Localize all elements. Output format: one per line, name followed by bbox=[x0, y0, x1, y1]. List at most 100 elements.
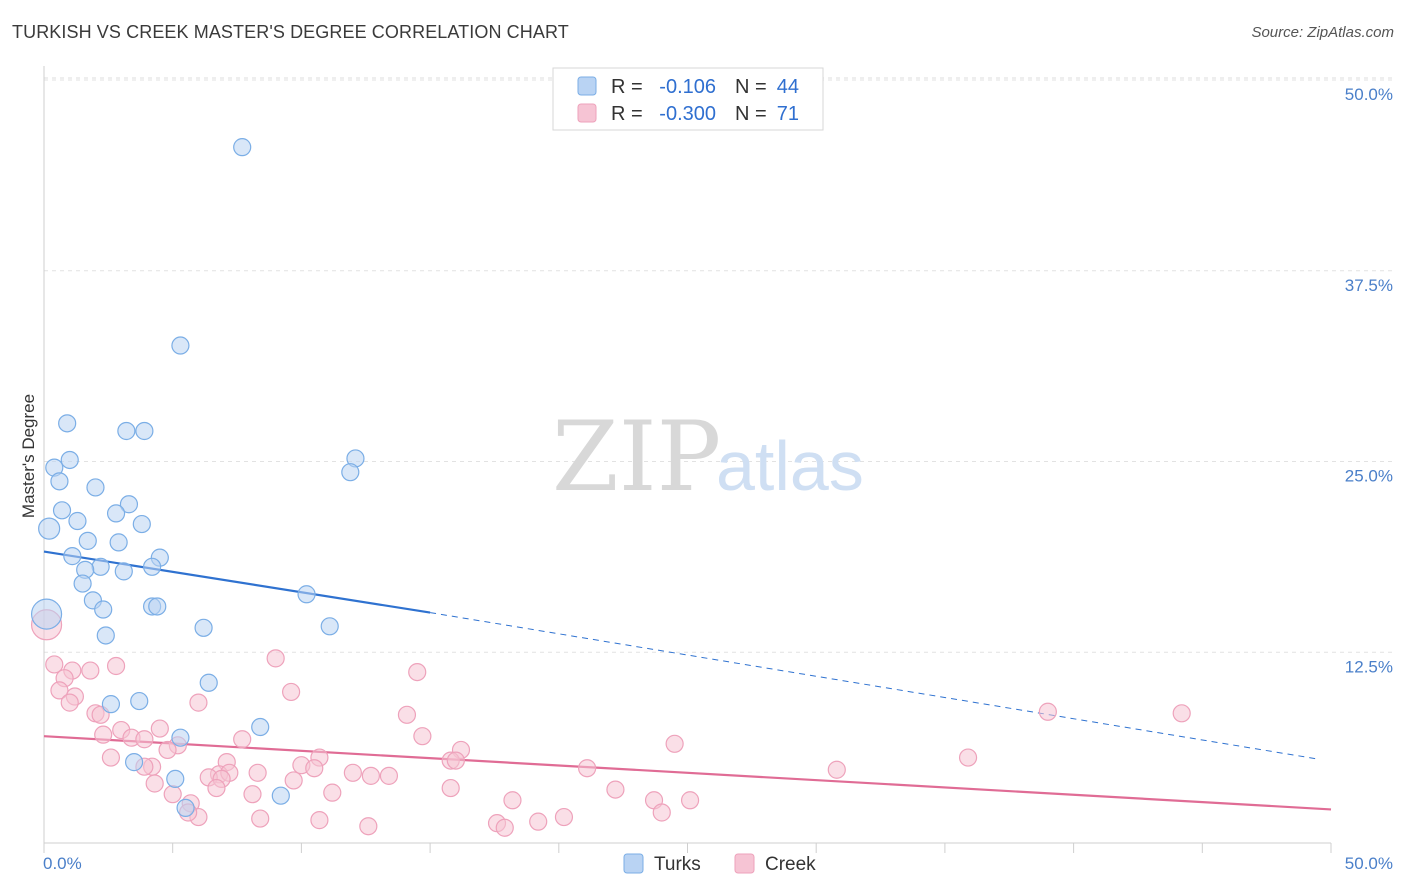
creek-point bbox=[284, 771, 303, 790]
legend: R = -0.106 N = 44 R = -0.300 N = 71 bbox=[552, 67, 824, 131]
x-tick-label-max: 50.0% bbox=[1345, 854, 1393, 873]
y-axis-label: Master's Degree bbox=[19, 394, 38, 518]
creek-point bbox=[266, 649, 285, 668]
creek-point bbox=[665, 734, 684, 753]
turks-point bbox=[119, 495, 139, 514]
turks-point bbox=[78, 531, 97, 550]
legend-r-value: -0.300 bbox=[659, 103, 716, 125]
axes: 12.5% 25.0% 37.5% 50.0% 0.0% 50.0% Master's De… bbox=[19, 66, 1393, 873]
creek-point bbox=[359, 817, 378, 836]
turks-point bbox=[109, 533, 128, 552]
watermark-zip: ZIP bbox=[552, 401, 721, 513]
creek-point bbox=[81, 661, 100, 680]
turks-point bbox=[135, 421, 154, 441]
legend-r-value: -0.106 bbox=[659, 76, 716, 98]
gridlines bbox=[44, 77, 1392, 653]
creek-trendline bbox=[43, 735, 1332, 811]
legend-n-label: N = bbox=[735, 76, 767, 98]
creek-point bbox=[413, 727, 432, 746]
turks-point bbox=[297, 585, 316, 604]
data-points bbox=[30, 138, 1191, 837]
legend-r-label: R = bbox=[611, 76, 643, 98]
creek-point bbox=[323, 783, 342, 802]
turks-point bbox=[50, 472, 69, 491]
turks-point bbox=[171, 336, 190, 355]
turks-point bbox=[58, 414, 77, 433]
y-tick-label: 12.5% bbox=[1345, 657, 1393, 676]
creek-point bbox=[958, 748, 978, 767]
turks-trendline bbox=[43, 550, 431, 614]
bottom-legend-label: Creek bbox=[765, 854, 816, 875]
turks-point bbox=[117, 421, 136, 441]
creek-point bbox=[652, 803, 671, 822]
creek-point bbox=[554, 807, 574, 827]
chart-title: TURKISH VS CREEK MASTER'S DEGREE CORRELA… bbox=[12, 22, 569, 42]
creek-point bbox=[106, 656, 126, 676]
bottom-legend-swatch bbox=[623, 853, 644, 874]
creek-point bbox=[1172, 704, 1191, 723]
legend-n-value: 44 bbox=[777, 76, 799, 98]
creek-point bbox=[606, 780, 625, 799]
turks-point bbox=[199, 673, 218, 692]
creek-point bbox=[361, 766, 380, 785]
turks-point bbox=[86, 478, 105, 497]
creek-point bbox=[145, 774, 164, 793]
turks-point bbox=[130, 691, 149, 711]
creek-point bbox=[189, 693, 208, 712]
creek-point bbox=[158, 740, 177, 760]
creek-point bbox=[446, 751, 465, 770]
creek-point bbox=[45, 655, 64, 674]
creek-point bbox=[282, 682, 301, 702]
turks-trendline-extension bbox=[430, 612, 1319, 760]
turks-point bbox=[341, 463, 360, 482]
creek-point bbox=[163, 785, 182, 804]
creek-point bbox=[135, 730, 154, 749]
turks-point bbox=[38, 517, 61, 540]
turks-point bbox=[132, 514, 151, 534]
turks-point bbox=[106, 504, 126, 523]
creek-point bbox=[495, 818, 514, 837]
turks-point bbox=[101, 695, 121, 714]
turks-point bbox=[60, 450, 79, 470]
turks-point bbox=[63, 547, 82, 566]
turks-point bbox=[94, 600, 113, 619]
legend-n-label: N = bbox=[735, 103, 767, 125]
creek-point bbox=[150, 719, 169, 738]
turks-point bbox=[68, 511, 87, 531]
creek-point bbox=[529, 812, 548, 831]
creek-point bbox=[827, 760, 846, 779]
y-tick-label: 50.0% bbox=[1345, 85, 1393, 104]
creek-point bbox=[310, 811, 329, 830]
creek-point bbox=[101, 748, 121, 767]
creek-point bbox=[251, 809, 270, 828]
turks-point bbox=[233, 138, 252, 157]
turks-point bbox=[166, 769, 185, 789]
y-tick-label: 37.5% bbox=[1345, 276, 1393, 295]
legend-box bbox=[552, 67, 824, 131]
creek-point bbox=[243, 785, 262, 804]
creek-point bbox=[207, 778, 226, 798]
creek-point bbox=[94, 725, 113, 744]
legend-r-label: R = bbox=[611, 103, 643, 125]
legend-swatch bbox=[577, 103, 597, 123]
creek-point bbox=[441, 778, 460, 798]
creek-point bbox=[50, 681, 69, 700]
chart-source: Source: ZipAtlas.com bbox=[1251, 24, 1394, 41]
turks-point bbox=[148, 597, 167, 616]
y-tick-label: 25.0% bbox=[1345, 467, 1393, 486]
turks-point bbox=[143, 557, 162, 576]
creek-point bbox=[343, 763, 362, 782]
bottom-legend-swatch bbox=[734, 853, 755, 874]
turks-point bbox=[124, 753, 144, 772]
creek-point bbox=[680, 791, 700, 810]
turks-point bbox=[73, 574, 92, 593]
bottom-legend-label: Turks bbox=[654, 854, 701, 875]
creek-point bbox=[1038, 702, 1057, 721]
legend-swatch bbox=[577, 76, 597, 96]
turks-point bbox=[114, 562, 133, 581]
turks-point bbox=[251, 717, 270, 737]
turks-point bbox=[176, 798, 195, 818]
turks-point bbox=[52, 501, 72, 520]
watermark-atlas: atlas bbox=[716, 427, 864, 505]
